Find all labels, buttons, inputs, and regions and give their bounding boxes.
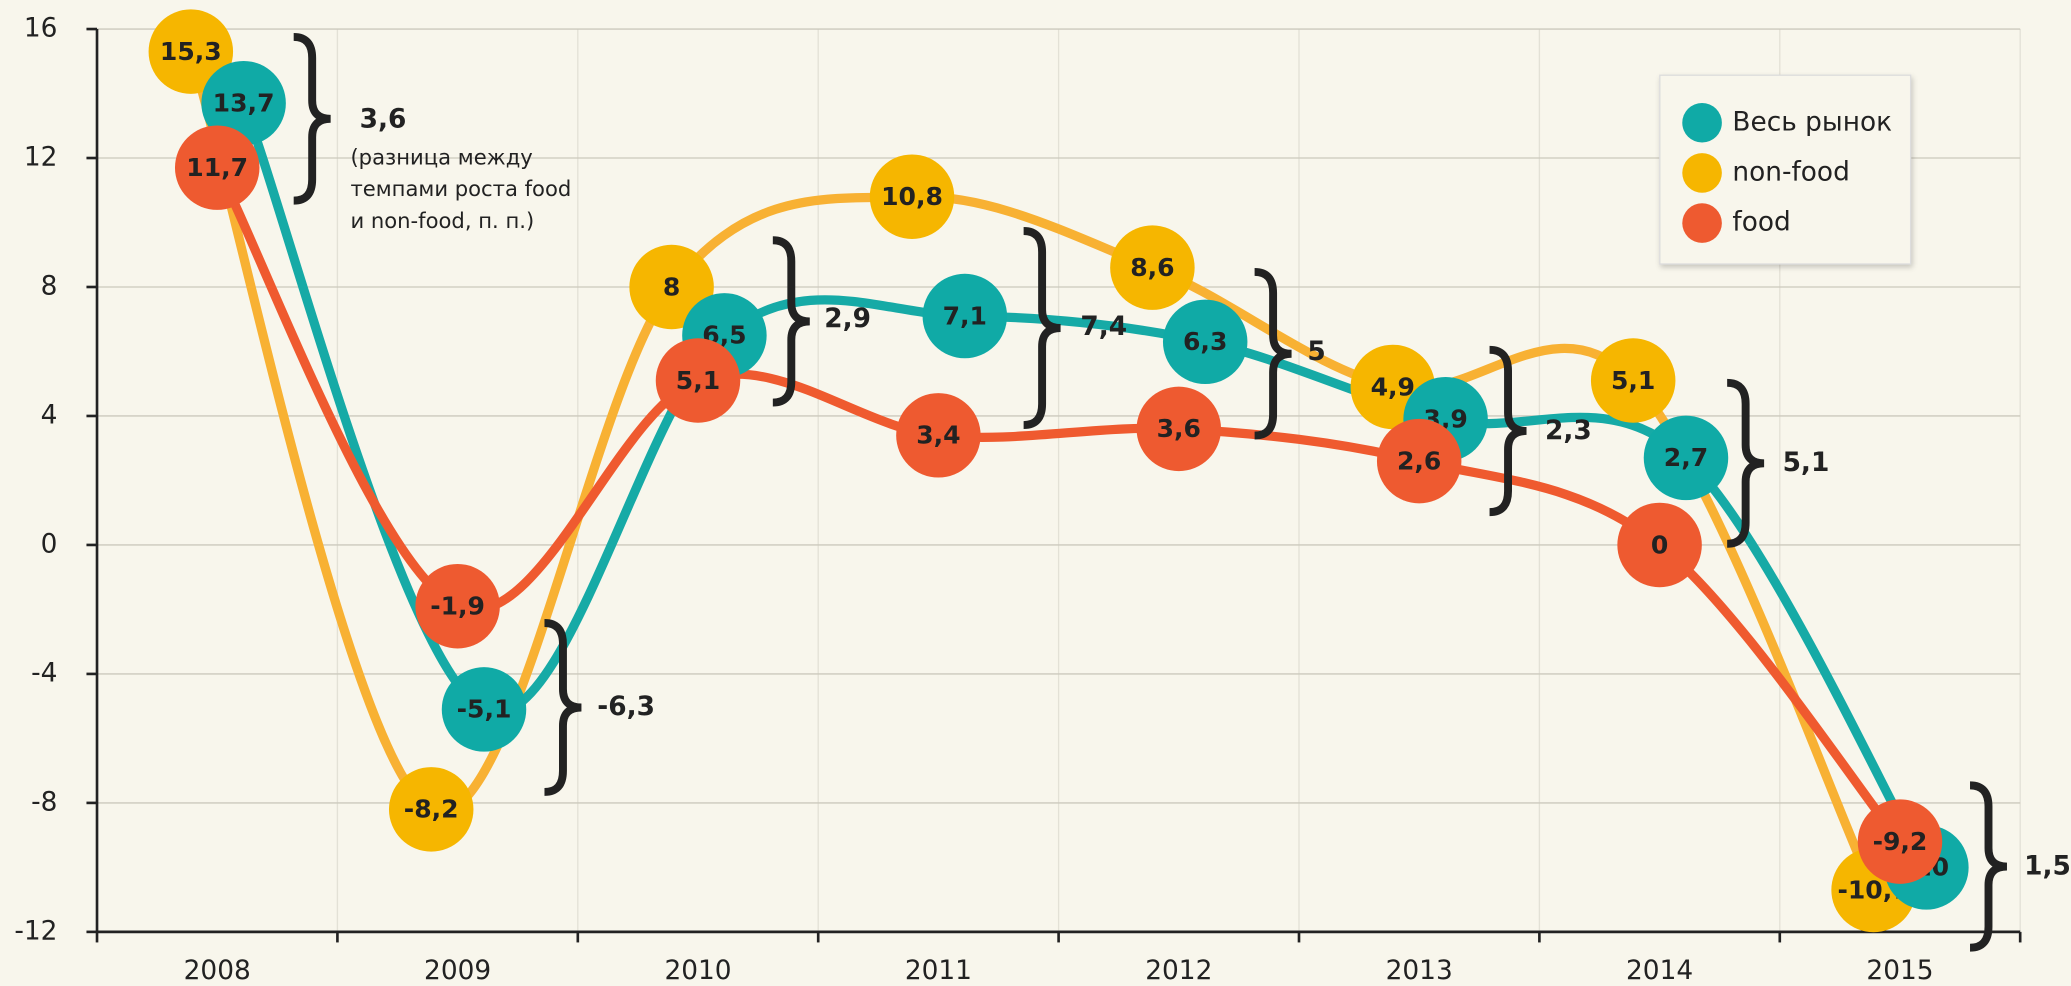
data-label: 4,9 bbox=[1371, 372, 1415, 401]
data-label: 3,6 bbox=[1157, 414, 1201, 443]
y-tick-label: -8 bbox=[31, 787, 57, 817]
brace bbox=[544, 619, 582, 796]
y-tick-label: -4 bbox=[31, 658, 57, 688]
legend-marker bbox=[1682, 102, 1722, 143]
note: и non-food, п. п.) bbox=[350, 208, 534, 233]
brace bbox=[293, 32, 331, 205]
data-label: 0 bbox=[1651, 530, 1668, 559]
data-label: 6,3 bbox=[1183, 327, 1227, 356]
data-label: 13,7 bbox=[213, 89, 275, 118]
brace bbox=[1489, 345, 1527, 517]
marker bbox=[1110, 225, 1195, 310]
annotation: 1,5 bbox=[2024, 852, 2071, 882]
brace bbox=[1023, 227, 1061, 429]
marker bbox=[1590, 338, 1676, 423]
grid: -12 -8 -4 0 4 8 12 16 2008 2009 2010 2011 2012 2013 20… bbox=[14, 14, 2022, 986]
annotation: 7,4 bbox=[1080, 312, 1127, 342]
brace bbox=[772, 236, 811, 407]
marker bbox=[655, 338, 741, 423]
data-label: -1,9 bbox=[430, 592, 485, 621]
marker bbox=[896, 393, 981, 478]
marker bbox=[1162, 299, 1248, 385]
annotation: 5 bbox=[1307, 337, 1325, 367]
brace bbox=[1969, 781, 2008, 952]
marker bbox=[1857, 799, 1943, 884]
x-tick-label: 2009 bbox=[424, 956, 491, 986]
marker bbox=[415, 563, 500, 649]
annotation: 2,3 bbox=[1545, 416, 1592, 446]
x-tick-label: 2012 bbox=[1145, 956, 1212, 986]
x-tick-label: 2010 bbox=[664, 956, 731, 986]
marker bbox=[1376, 418, 1462, 504]
data-label: -8,2 bbox=[404, 795, 459, 824]
y-tick-label: 8 bbox=[41, 271, 58, 301]
legend: Весь рынок non-food food bbox=[1682, 102, 1892, 243]
y-tick-label: -12 bbox=[14, 916, 57, 946]
marker bbox=[869, 154, 955, 239]
legend-label: food bbox=[1732, 208, 1790, 238]
x-tick-label: 2008 bbox=[184, 956, 251, 986]
data-label: 10,8 bbox=[881, 182, 943, 211]
annotation: 2,9 bbox=[824, 304, 871, 334]
marker bbox=[201, 60, 286, 146]
y-tick-label: 16 bbox=[24, 14, 58, 44]
data-label: 5,1 bbox=[676, 366, 720, 395]
data-label: 5,1 bbox=[1611, 366, 1655, 395]
note: (разница между bbox=[350, 144, 532, 169]
marker bbox=[148, 9, 234, 94]
marker bbox=[1643, 415, 1729, 501]
legend-label: non-food bbox=[1732, 157, 1849, 187]
legend-marker bbox=[1682, 153, 1722, 193]
x-tick-label: 2014 bbox=[1626, 956, 1693, 986]
data-label: 3,4 bbox=[916, 421, 960, 450]
y-tick-label: 0 bbox=[41, 529, 58, 559]
x-tick-label: 2015 bbox=[1866, 956, 1933, 986]
marker bbox=[922, 273, 1008, 359]
annotation: 5,1 bbox=[1783, 448, 1830, 478]
marker bbox=[174, 125, 260, 210]
data-label: 8 bbox=[663, 272, 680, 301]
data-label: 15,3 bbox=[160, 37, 222, 66]
data-label: 7,1 bbox=[943, 301, 987, 330]
data-label: -5,1 bbox=[457, 695, 512, 724]
data-label: -9,2 bbox=[1873, 827, 1928, 856]
annotation: 3,6 bbox=[360, 105, 407, 135]
x-tick-label: 2011 bbox=[905, 956, 972, 986]
marker bbox=[1136, 386, 1222, 472]
annotations: 3,6 -6,3 2,9 7,4 5 2,3 5,1 1,5 (разница между тем… bbox=[293, 32, 2071, 952]
legend-marker bbox=[1682, 203, 1722, 243]
marker bbox=[388, 767, 474, 852]
data-label: 11,7 bbox=[186, 153, 248, 182]
marker bbox=[441, 667, 527, 752]
data-label: 8,6 bbox=[1130, 253, 1174, 282]
y-tick-label: 4 bbox=[41, 400, 58, 430]
legend-label: Весь рынок bbox=[1732, 107, 1892, 137]
note: темпами роста food bbox=[350, 176, 571, 201]
x-tick-label: 2013 bbox=[1386, 956, 1453, 986]
y-tick-label: 12 bbox=[24, 143, 58, 173]
brace bbox=[1726, 378, 1765, 548]
data-label: 2,6 bbox=[1397, 446, 1441, 475]
annotation: -6,3 bbox=[597, 692, 655, 722]
marker bbox=[1617, 502, 1702, 588]
data-label: 2,7 bbox=[1664, 443, 1708, 472]
brace bbox=[1254, 267, 1292, 440]
